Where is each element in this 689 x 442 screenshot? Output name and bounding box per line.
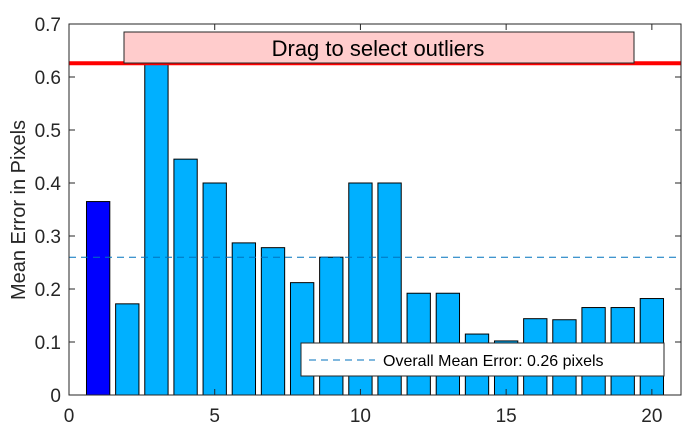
drag-banner-text: Drag to select outliers <box>272 36 485 61</box>
bar-3[interactable] <box>144 60 169 396</box>
y-tick-label: 0.2 <box>35 280 61 301</box>
bar-2[interactable] <box>115 303 140 396</box>
y-tick-label: 0.6 <box>35 68 61 89</box>
bar-4[interactable] <box>173 158 198 396</box>
x-tick-label: 20 <box>641 406 662 427</box>
x-tick-label: 5 <box>209 406 220 427</box>
y-tick-label: 0.4 <box>35 174 62 195</box>
axes-box <box>68 23 682 396</box>
bar-8[interactable] <box>289 282 315 396</box>
drag-banner-box[interactable] <box>123 31 635 64</box>
x-tick-label: 0 <box>64 406 75 427</box>
x-tick-label: 10 <box>350 406 371 427</box>
y-tick-label: 0.5 <box>35 121 61 142</box>
bar-1[interactable] <box>85 201 111 396</box>
bar-6[interactable] <box>231 242 257 396</box>
y-tick-label: 0.3 <box>35 227 61 248</box>
legend-entry-mean: Overall Mean Error: 0.26 pixels <box>383 353 604 370</box>
bar-5[interactable] <box>202 182 227 396</box>
y-tick-label: 0.7 <box>35 15 61 36</box>
y-tick-label: 0.1 <box>35 333 61 354</box>
y-axis-ticks: 0 0.1 0.2 0.3 0.4 0.5 0.6 0.7 <box>35 15 681 407</box>
plot-area <box>69 24 681 395</box>
x-axis-ticks: 0 5 10 15 20 <box>64 24 662 427</box>
y-tick-label: 0 <box>50 386 61 407</box>
y-axis-label: Mean Error in Pixels <box>8 120 30 300</box>
legend: Overall Mean Error: 0.26 pixels <box>300 342 665 377</box>
drag-banner[interactable]: Drag to select outliers <box>123 31 635 64</box>
x-tick-label: 15 <box>496 406 517 427</box>
bar-7[interactable] <box>260 247 286 396</box>
